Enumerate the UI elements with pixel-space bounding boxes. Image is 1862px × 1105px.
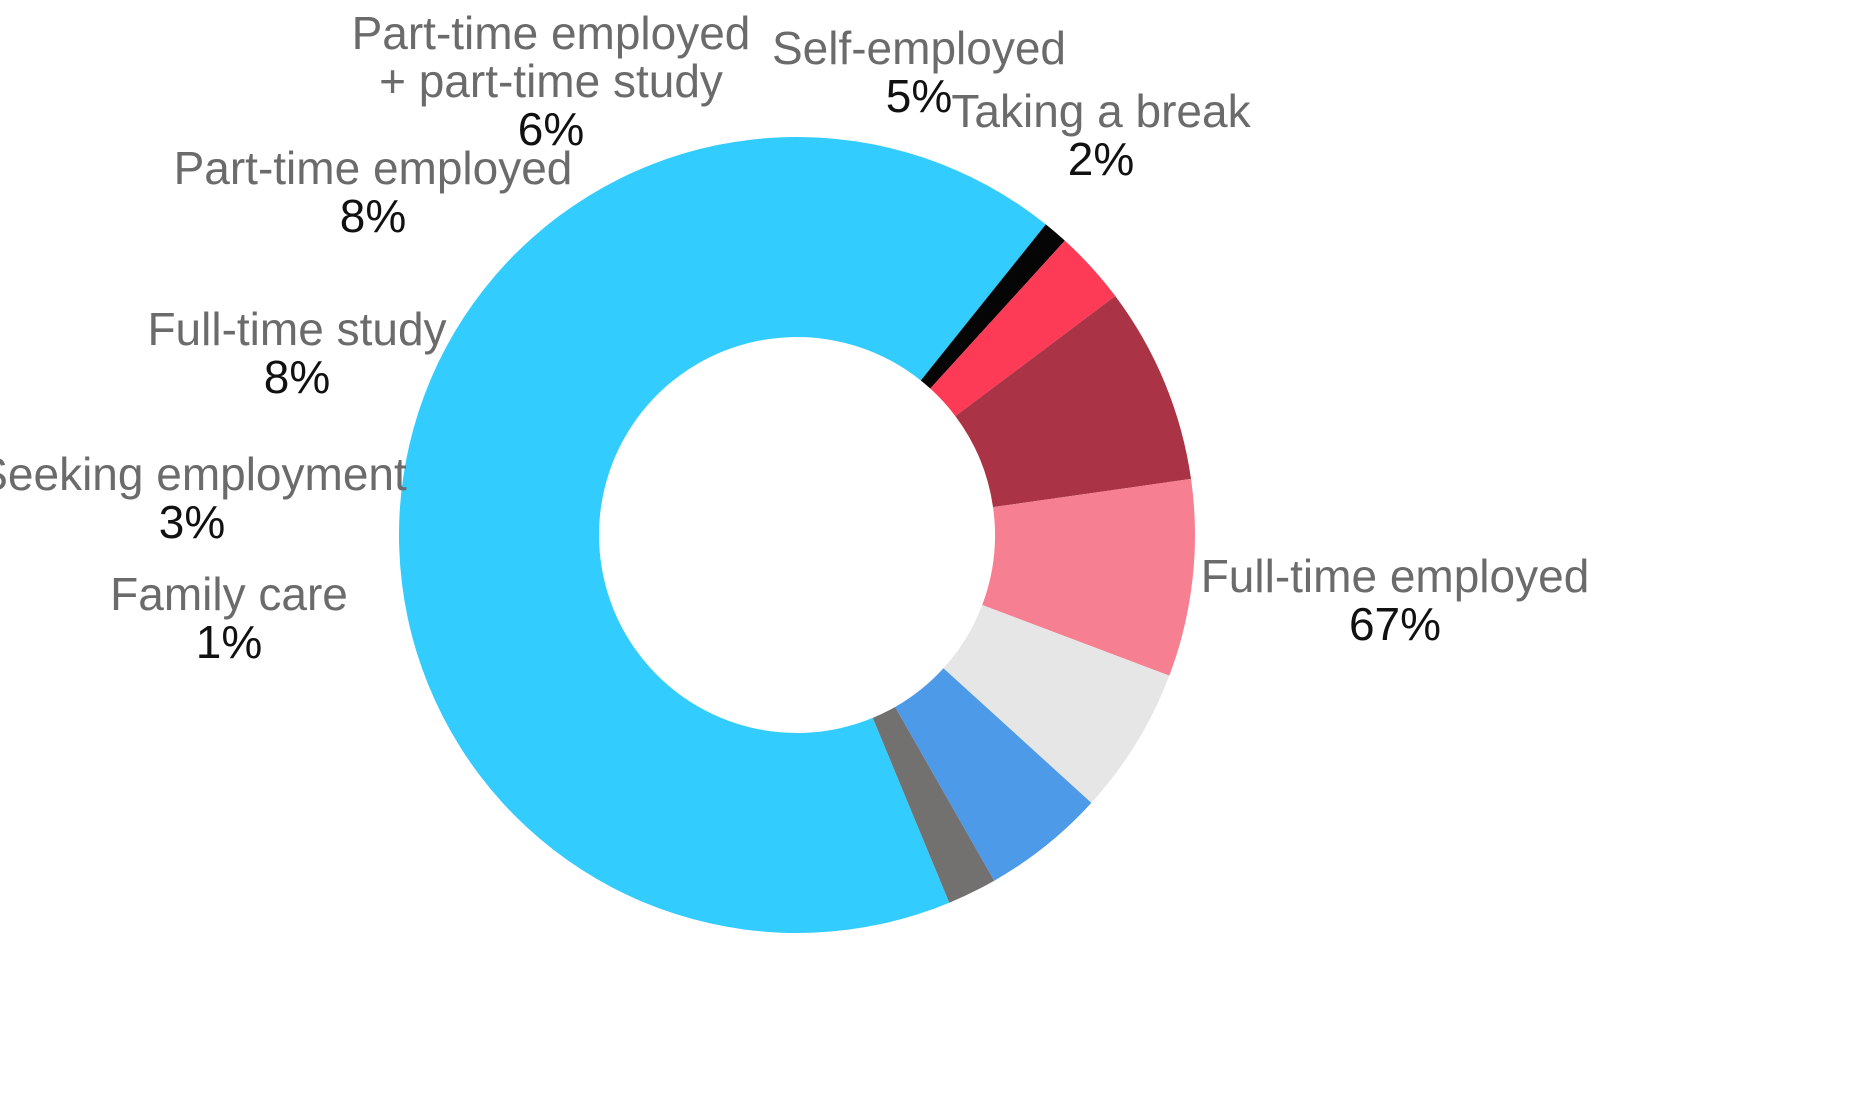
donut-slice-full-time-employed <box>398 136 1046 933</box>
donut-slice-taking-a-break <box>872 706 995 903</box>
slice-category-label: Part-time employed <box>174 142 573 194</box>
donut-slice-self-employed <box>895 668 1092 881</box>
slice-percent-label: 2% <box>1068 133 1134 185</box>
slice-percent-label: 6% <box>518 103 584 155</box>
slice-category-label: + part-time study <box>379 55 723 107</box>
slice-percent-label: 1% <box>196 616 262 668</box>
donut-slices <box>398 136 1195 933</box>
slice-percent-label: 3% <box>159 496 225 548</box>
slice-category-label: Taking a break <box>951 85 1251 137</box>
donut-slice-part-time-employed-part-time-study <box>943 604 1170 803</box>
donut-slice-family-care <box>920 224 1065 389</box>
slice-category-label: Full-time study <box>147 303 446 355</box>
slice-percent-label: 67% <box>1349 598 1441 650</box>
slice-percent-label: 8% <box>264 351 330 403</box>
slice-category-label: Seeking employment <box>0 448 407 500</box>
donut-slice-seeking-employment <box>930 240 1116 417</box>
donut-slice-full-time-study <box>955 296 1192 508</box>
slice-percent-label: 8% <box>340 190 406 242</box>
slice-percent-label: 5% <box>886 70 952 122</box>
slice-category-label: Part-time employed <box>352 7 751 59</box>
slice-category-label: Family care <box>110 568 348 620</box>
donut-slice-part-time-employed <box>982 478 1195 676</box>
slice-category-label: Full-time employed <box>1201 550 1590 602</box>
slice-category-label: Self-employed <box>772 22 1066 74</box>
